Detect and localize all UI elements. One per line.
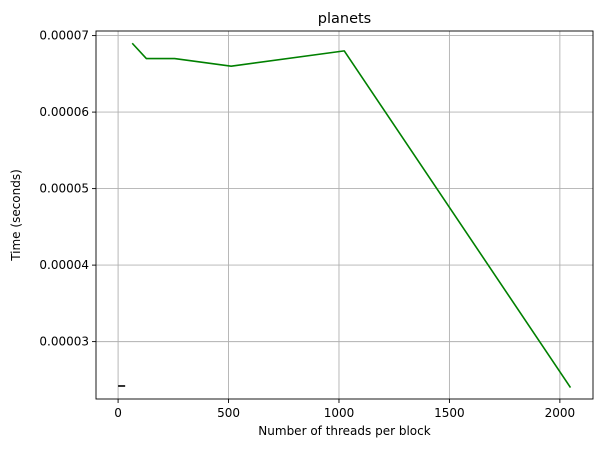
y-axis-label: Time (seconds) [9,169,23,262]
y-tick-label: 0.00005 [39,182,89,196]
y-tick-label: 0.00007 [39,29,89,43]
x-tick-label: 1000 [324,406,355,420]
y-tick-label: 0.00006 [39,105,89,119]
x-tick-label: 1500 [434,406,465,420]
x-axis-ticks: 0 500 1000 1500 2000 [114,399,575,420]
x-tick-label: 500 [217,406,240,420]
x-axis-label: Number of threads per block [258,424,430,438]
series-layer [118,42,572,388]
chart-title: planets [318,11,371,27]
x-tick-label: 0 [114,406,122,420]
plot-frame [95,30,594,400]
series-0-line [131,42,572,388]
y-tick-label: 0.00003 [39,335,89,349]
y-tick-label: 0.00004 [39,258,89,272]
y-axis-ticks: 0.00003 0.00004 0.00005 0.00006 0.00007 [39,29,96,349]
x-tick-label: 2000 [545,406,576,420]
grid-lines [96,31,593,399]
